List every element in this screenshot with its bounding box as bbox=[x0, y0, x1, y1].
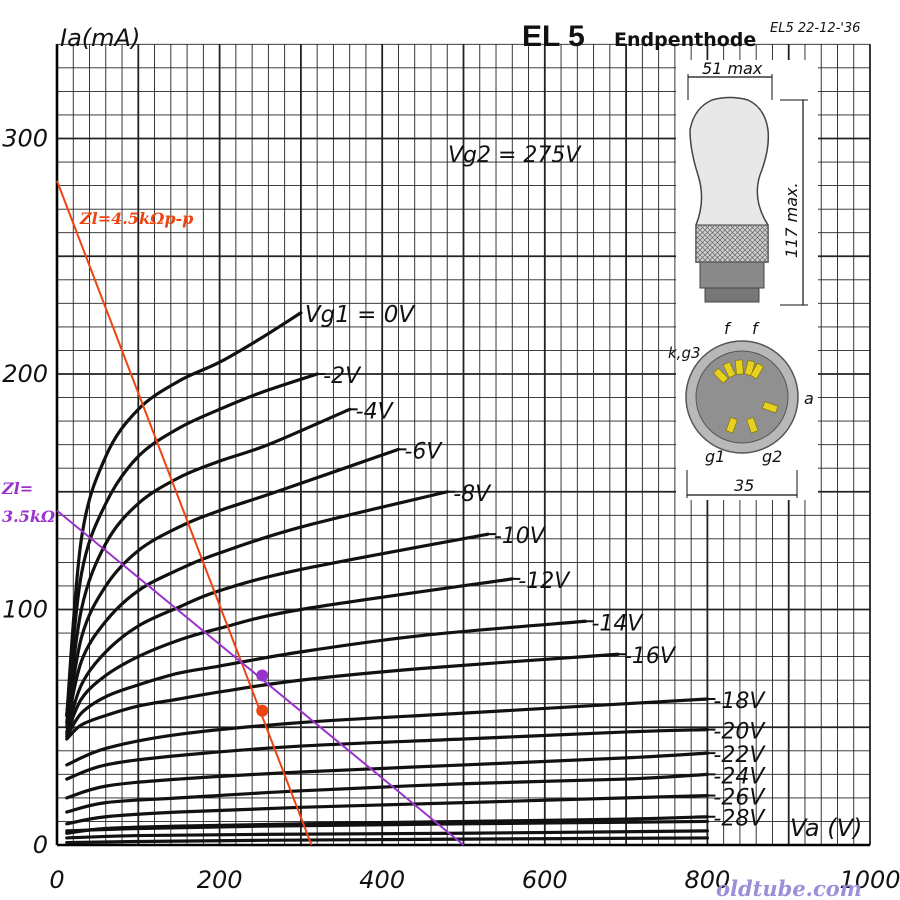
operating-point bbox=[256, 669, 269, 682]
series-curve bbox=[65, 372, 319, 718]
series-curve bbox=[65, 447, 401, 729]
chart-series-curves bbox=[65, 311, 709, 845]
pin-label-g1: g1 bbox=[705, 447, 725, 466]
chart-title: EL 5 bbox=[522, 20, 585, 53]
pin-label-f1: f bbox=[724, 319, 732, 338]
series-curve bbox=[65, 793, 709, 826]
socket-pin bbox=[725, 417, 738, 434]
diameter-label: 35 bbox=[734, 476, 754, 495]
tube-mesh-band bbox=[695, 224, 769, 263]
series-label: -18V bbox=[713, 689, 766, 714]
operating-points bbox=[256, 669, 269, 717]
series-label: -6V bbox=[404, 439, 443, 464]
series-label: -16V bbox=[624, 644, 677, 669]
series-label: -4V bbox=[356, 399, 395, 424]
tube-base-pins-area bbox=[704, 287, 760, 303]
x-tick-label: 800 bbox=[684, 866, 730, 894]
series-label: -2V bbox=[323, 364, 362, 389]
pin-label-kg3: k,g3 bbox=[668, 344, 701, 362]
series-label: Vg1 = 0V bbox=[305, 302, 416, 328]
x-tick-label: 600 bbox=[522, 866, 568, 894]
series-curve bbox=[65, 407, 352, 725]
load-line-label: 3.5kΩ bbox=[2, 507, 56, 526]
series-curve bbox=[65, 311, 303, 718]
chart-series-labels: Vg1 = 0V -2V -4V -6V -8V-10V -12V -14V -16V -18V… bbox=[305, 302, 766, 832]
vg2-label: Vg2 = 275V bbox=[448, 143, 582, 168]
y-tick-label: 100 bbox=[2, 596, 48, 624]
y-tick-label: 200 bbox=[2, 360, 48, 388]
x-tick-label: 1000 bbox=[839, 866, 900, 894]
series-label: -12V bbox=[518, 569, 571, 594]
watermark: oldtube.com bbox=[716, 876, 862, 900]
series-label: -10V bbox=[494, 524, 547, 549]
series-label: -22V bbox=[713, 743, 766, 768]
pin-label-f2: f bbox=[752, 319, 760, 338]
socket-pin bbox=[750, 362, 764, 380]
load-line-label: Zl= bbox=[1, 479, 33, 498]
x-tick-label: 0 bbox=[49, 866, 64, 894]
series-label: -8V bbox=[453, 482, 492, 507]
y-axis-label: Ia(mA) bbox=[60, 24, 140, 52]
series-curve bbox=[65, 619, 588, 739]
series-curve bbox=[65, 577, 514, 736]
socket-pin bbox=[746, 417, 759, 434]
height-label: 117 max. bbox=[782, 182, 801, 258]
pin-label-g2: g2 bbox=[762, 447, 782, 466]
width-label: 51 max bbox=[702, 59, 763, 78]
series-label: -20V bbox=[713, 720, 766, 745]
series-curve bbox=[65, 490, 449, 729]
x-tick-label: 400 bbox=[359, 866, 405, 894]
chart-subtitle: Endpenthode bbox=[614, 29, 756, 51]
series-curve bbox=[65, 819, 709, 833]
date-stamp: EL5 22-12-'36 bbox=[770, 21, 860, 36]
y-tick-label: 0 bbox=[33, 831, 48, 859]
socket-pin bbox=[712, 367, 729, 384]
series-label: -26V bbox=[713, 786, 766, 811]
y-tick-label: 300 bbox=[2, 125, 48, 153]
pin-label-a: a bbox=[804, 389, 814, 408]
series-curve bbox=[65, 697, 709, 767]
series-curve bbox=[65, 728, 709, 781]
series-label: -14V bbox=[591, 611, 644, 636]
series-curve bbox=[65, 772, 709, 814]
socket-pin bbox=[734, 359, 744, 375]
tube-inset: 51 max 117 max. f f k,g3 a g1 g2 35 bbox=[668, 59, 818, 500]
series-curve bbox=[65, 532, 490, 734]
x-tick-label: 200 bbox=[197, 866, 243, 894]
socket-pin bbox=[762, 401, 779, 414]
socket-pins bbox=[712, 359, 779, 434]
tube-base bbox=[699, 261, 765, 289]
series-label: -24V bbox=[713, 764, 766, 789]
load-line bbox=[56, 180, 313, 846]
series-curve bbox=[65, 652, 620, 741]
series-curve bbox=[65, 751, 709, 800]
series-label: -28V bbox=[713, 807, 766, 832]
chart-grid bbox=[56, 43, 871, 846]
tube-bulb bbox=[689, 96, 770, 263]
x-axis-label: Va (V) bbox=[790, 814, 862, 842]
series-curve bbox=[65, 836, 709, 845]
operating-point bbox=[256, 704, 269, 717]
socket-pin bbox=[722, 361, 736, 379]
load-line-label: Zl=4.5kΩp-p bbox=[79, 209, 193, 228]
